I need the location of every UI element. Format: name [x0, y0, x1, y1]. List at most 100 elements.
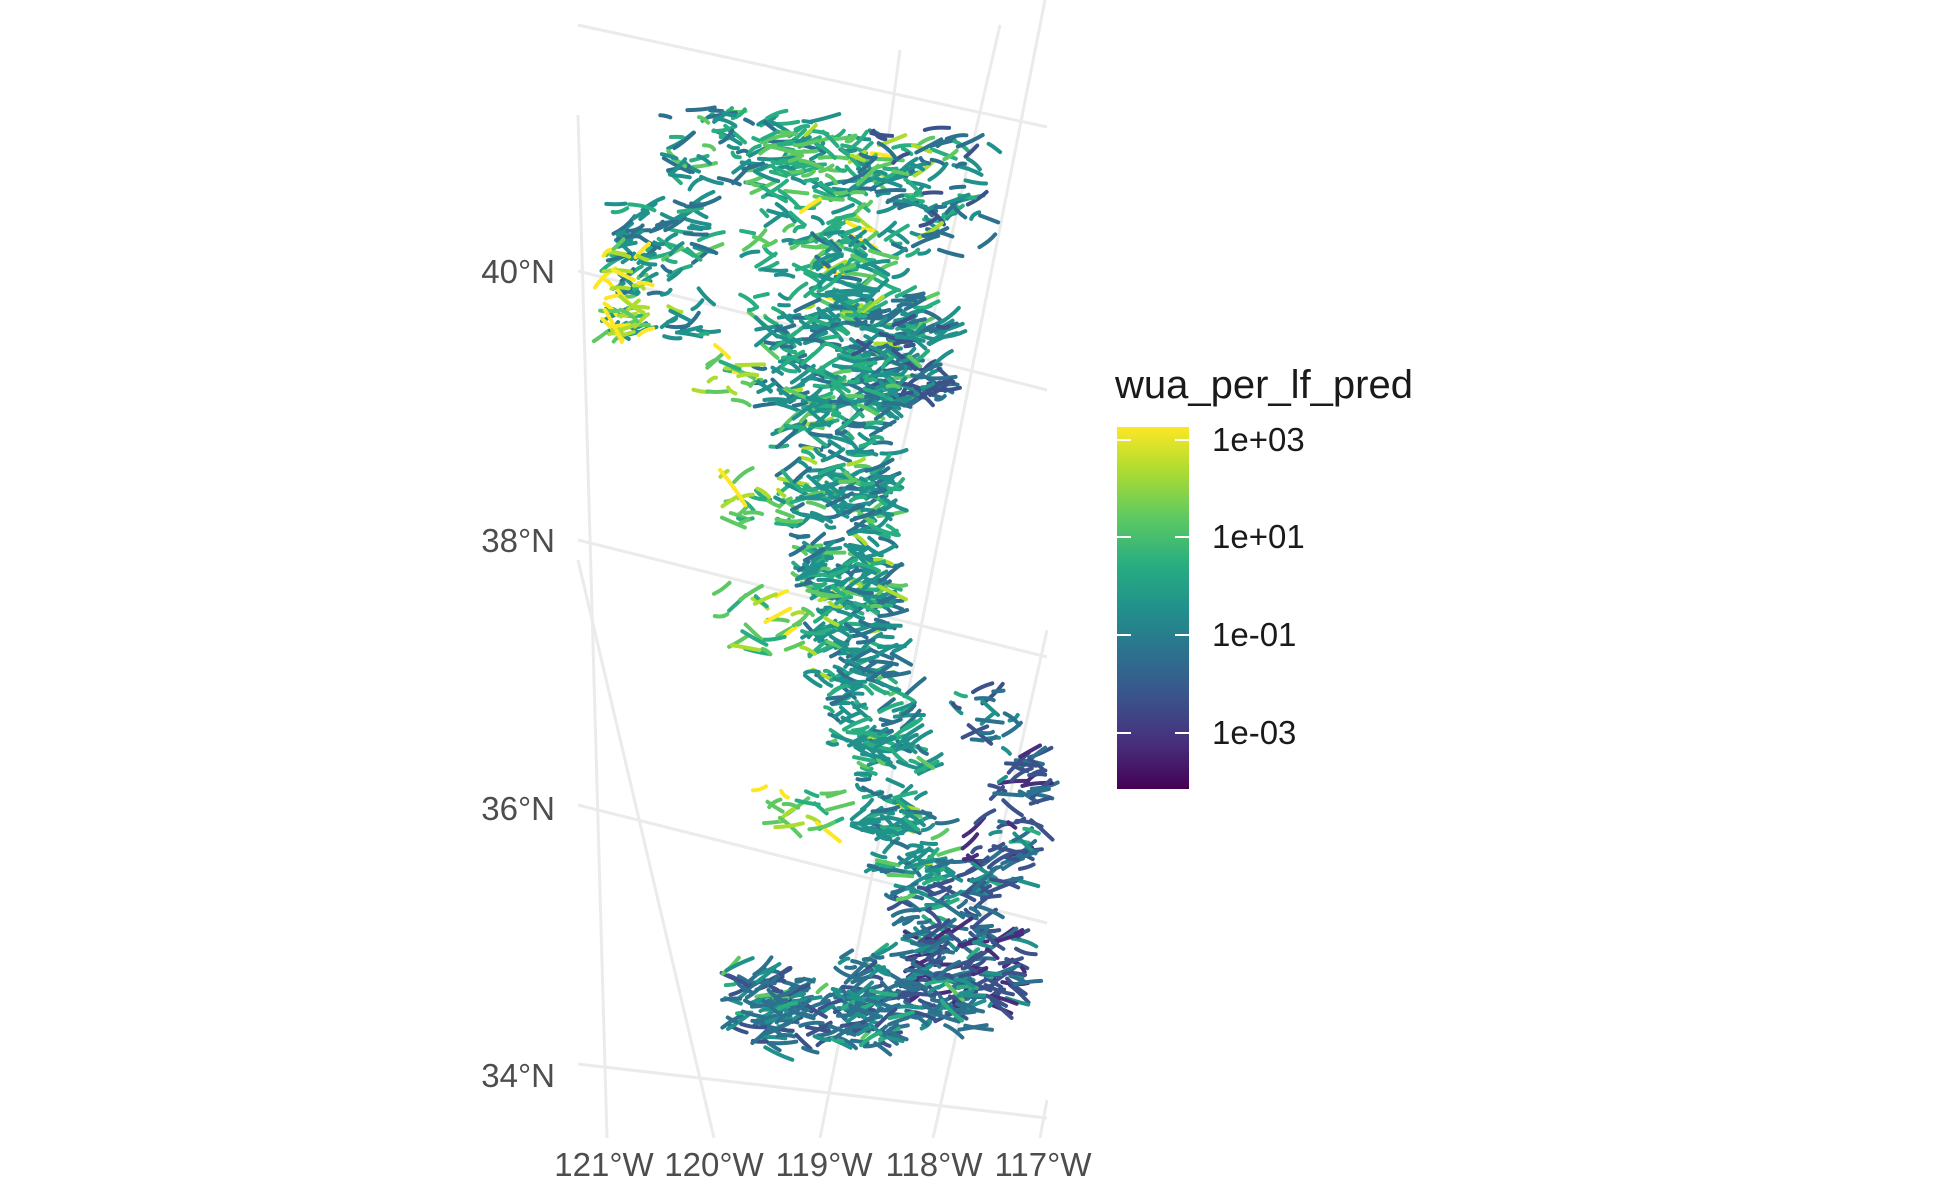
stream-segment [912, 159, 936, 178]
stream-segment [1018, 862, 1036, 871]
stream-segment [820, 992, 833, 1004]
stream-segment [794, 135, 812, 144]
stream-segment [754, 329, 775, 348]
stream-segment [819, 218, 842, 237]
stream-segment [775, 508, 795, 519]
stream-segment [972, 872, 993, 892]
stream-segment [936, 846, 964, 857]
stream-segment [828, 239, 843, 253]
stream-segment [852, 310, 868, 319]
stream-segment [869, 995, 882, 1001]
stream-segment [942, 917, 957, 932]
stream-segment [971, 941, 999, 963]
stream-segment [725, 1015, 739, 1024]
stream-segment [849, 975, 870, 994]
stream-segment [831, 202, 855, 215]
stream-segment [856, 742, 876, 755]
stream-segment [823, 668, 835, 677]
stream-segment [779, 395, 798, 405]
stream-segment [762, 998, 781, 1016]
stream-segment [794, 162, 827, 169]
stream-segment [900, 808, 926, 828]
stream-segment [848, 382, 874, 397]
stream-segment [670, 173, 692, 180]
stream-segment [788, 544, 807, 557]
stream-segment [830, 412, 847, 421]
stream-segment [849, 667, 863, 676]
stream-segment [824, 288, 840, 295]
stream-segment [857, 364, 872, 371]
stream-segment [793, 297, 822, 313]
stream-segment [847, 196, 871, 213]
stream-segment [787, 153, 805, 163]
stream-segment [663, 215, 687, 233]
stream-segment [631, 201, 658, 221]
stream-segment [783, 423, 805, 430]
stream-segment [868, 659, 899, 667]
stream-segment [731, 158, 752, 175]
stream-segment [750, 181, 764, 188]
stream-segment [882, 989, 902, 1003]
stream-segment [859, 377, 876, 390]
stream-segment [922, 125, 952, 132]
stream-segment [775, 428, 799, 450]
stream-segment [902, 928, 929, 939]
stream-segment [844, 965, 858, 970]
stream-segment [984, 993, 1008, 1008]
stream-segment [765, 108, 789, 121]
stream-segment [883, 370, 905, 377]
stream-segment [823, 705, 835, 714]
stream-segment [797, 459, 809, 469]
stream-segment [928, 958, 944, 965]
stream-segment [659, 152, 679, 161]
stream-segment [903, 193, 925, 204]
stream-segment [873, 827, 892, 840]
stream-segment [775, 1032, 797, 1039]
stream-segment [838, 288, 870, 294]
stream-segment [780, 366, 798, 374]
stream-segment [840, 300, 857, 312]
stream-segment [723, 123, 747, 145]
stream-segment [942, 148, 959, 162]
stream-segment [759, 341, 780, 360]
stream-segment [966, 157, 982, 172]
stream-segment [830, 987, 844, 994]
stream-segment [1001, 746, 1012, 756]
stream-segment [616, 311, 638, 318]
stream-segment [900, 703, 917, 717]
stream-segment [842, 271, 874, 279]
lon-tick-label: 118°W [886, 1146, 984, 1183]
stream-segment [697, 331, 710, 337]
stream-segment [824, 173, 838, 186]
stream-segment [771, 165, 791, 177]
stream-segment [783, 640, 806, 652]
stream-segment [852, 702, 867, 710]
stream-segment [929, 147, 958, 161]
stream-segment [729, 643, 762, 653]
stream-segment [752, 955, 774, 977]
stream-segment [973, 808, 997, 826]
stream-segment [885, 828, 899, 835]
stream-segment [850, 819, 881, 826]
stream-segment [858, 438, 877, 449]
stream-segment [817, 181, 837, 194]
stream-segment [794, 977, 816, 984]
stream-segment [752, 292, 770, 299]
stream-segment [846, 600, 859, 612]
stream-segment [879, 868, 906, 874]
stream-segment [770, 159, 784, 166]
stream-segment [823, 230, 845, 237]
stream-segment [913, 387, 935, 408]
stream-segment [847, 526, 869, 536]
stream-segment [712, 612, 730, 619]
stream-segment [775, 333, 794, 346]
stream-segment [804, 1025, 831, 1034]
stream-segment [848, 566, 859, 577]
stream-segment [880, 355, 895, 370]
stream-segment [808, 431, 833, 438]
stream-segment [810, 215, 825, 226]
stream-segment [837, 956, 851, 965]
stream-segment [868, 181, 884, 192]
stream-segment [891, 151, 911, 165]
stream-segment [846, 586, 874, 596]
